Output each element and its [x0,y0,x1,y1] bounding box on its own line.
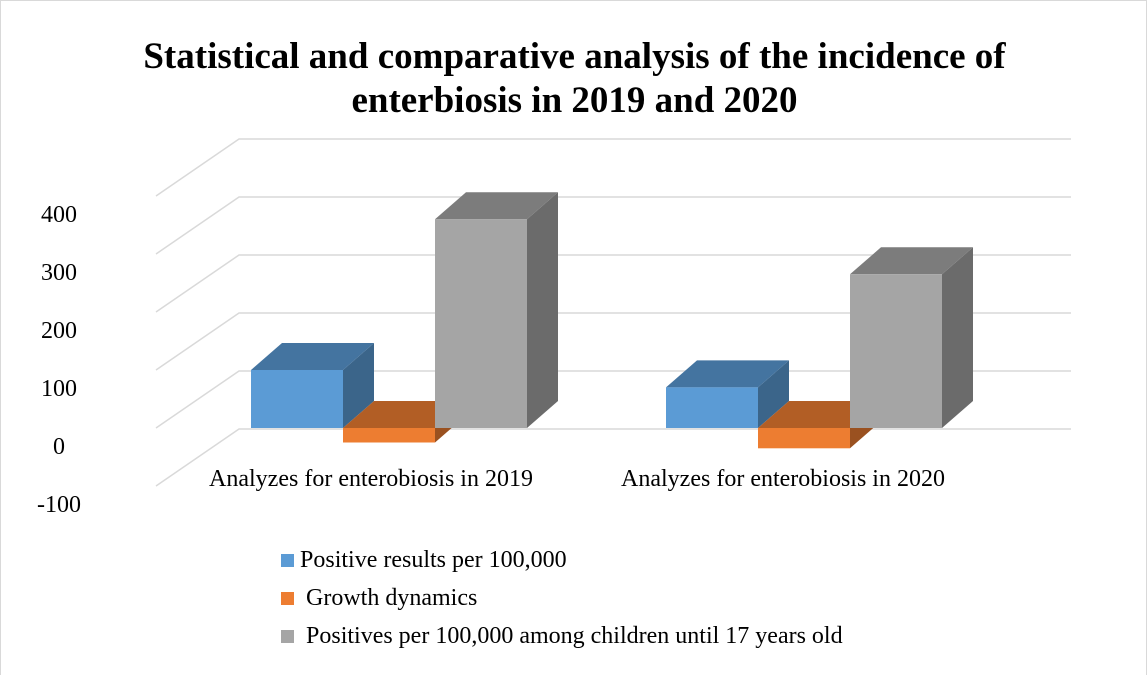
legend: Positive results per 100,000 Growth dynam… [281,541,843,655]
legend-label: Positive results per 100,000 [300,546,567,573]
legend-item: Positive results per 100,000 [281,541,843,579]
bar-front [343,428,435,443]
legend-swatch [281,629,294,643]
y-tick-label: -100 [37,492,81,518]
y-tick-label: 200 [41,318,77,344]
gridline [155,196,1071,255]
bar-front [435,219,527,428]
legend-label: Growth dynamics [306,584,478,611]
bar-side [758,360,789,428]
bar-1-2 [666,360,789,428]
gridline [155,312,1071,371]
bar-front [251,370,343,428]
legend-item: Positives per 100,000 among children unt… [281,617,843,655]
gridline [155,138,1071,197]
bar-side [343,343,374,428]
bar-side [942,247,973,428]
category-label: Analyzes for enterobiosis in 2019 [209,466,533,492]
category-labels: Analyzes for enterobiosis in 2019 Analyze… [209,466,945,492]
y-axis-ticks: 400 300 200 100 0 -100 [37,202,81,518]
y-tick-label: 300 [41,260,77,286]
gridline [155,370,1071,429]
legend-swatch [281,553,294,567]
bar-top [435,192,558,220]
bar-front [758,428,850,449]
bars [251,192,973,449]
bar-front [666,387,758,428]
y-tick-label: 100 [41,376,77,402]
bar-1-1 [251,343,374,428]
bar-side [527,192,558,428]
bar-3-1 [435,192,558,428]
gridline [155,254,1071,313]
bar-front [850,274,942,428]
category-label: Analyzes for enterobiosis in 2020 [621,466,945,492]
y-tick-label: 0 [53,434,65,460]
legend-item: Growth dynamics [281,579,843,617]
y-tick-label: 400 [41,202,77,228]
legend-swatch [281,591,294,605]
chart-title: Statistical and comparative analysis of … [143,36,1006,121]
bar-top [850,247,973,275]
bar-3-2 [850,247,973,428]
legend-label: Positives per 100,000 among children unt… [306,622,843,649]
bar-top [666,360,789,388]
bar-top [251,343,374,370]
